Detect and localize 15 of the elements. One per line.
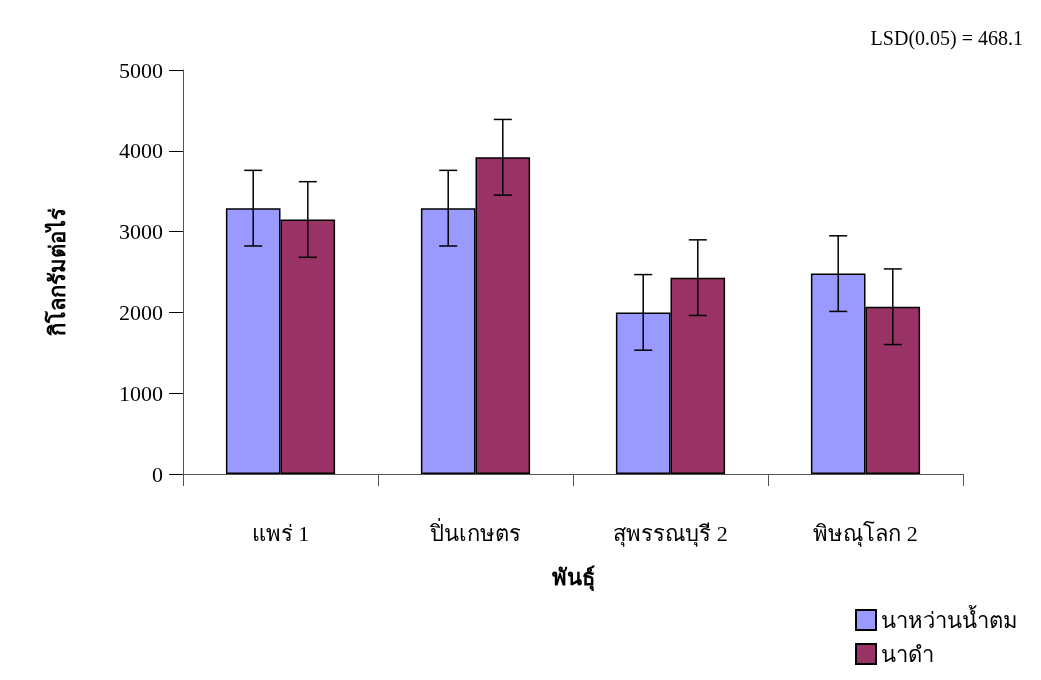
- text: LSD(0.05) = 468.1: [870, 27, 1024, 50]
- y-tick-label: 3000: [119, 219, 163, 245]
- x-tick-label: สุพรรณบุรี 2: [613, 520, 728, 547]
- x-axis-title: พันธุ์: [551, 564, 595, 592]
- y-tick-label: 5000: [119, 57, 163, 83]
- x-tick-label: ปิ่นเกษตร: [429, 517, 521, 546]
- y-tick-label: 0: [152, 461, 163, 487]
- y-tick-label: 1000: [119, 380, 163, 406]
- x-tick-label: แพร่ 1: [251, 520, 310, 546]
- y-tick-label: 2000: [119, 299, 163, 325]
- x-tick-label: พิษณุโลก 2: [813, 520, 918, 547]
- legend-label: นาดำ: [881, 641, 934, 667]
- y-axis-title: กิโลกรัมต่อไร่: [43, 208, 70, 336]
- legend-label: นาหว่านน้ำตม: [881, 604, 1018, 633]
- y-tick-label: 4000: [119, 138, 163, 164]
